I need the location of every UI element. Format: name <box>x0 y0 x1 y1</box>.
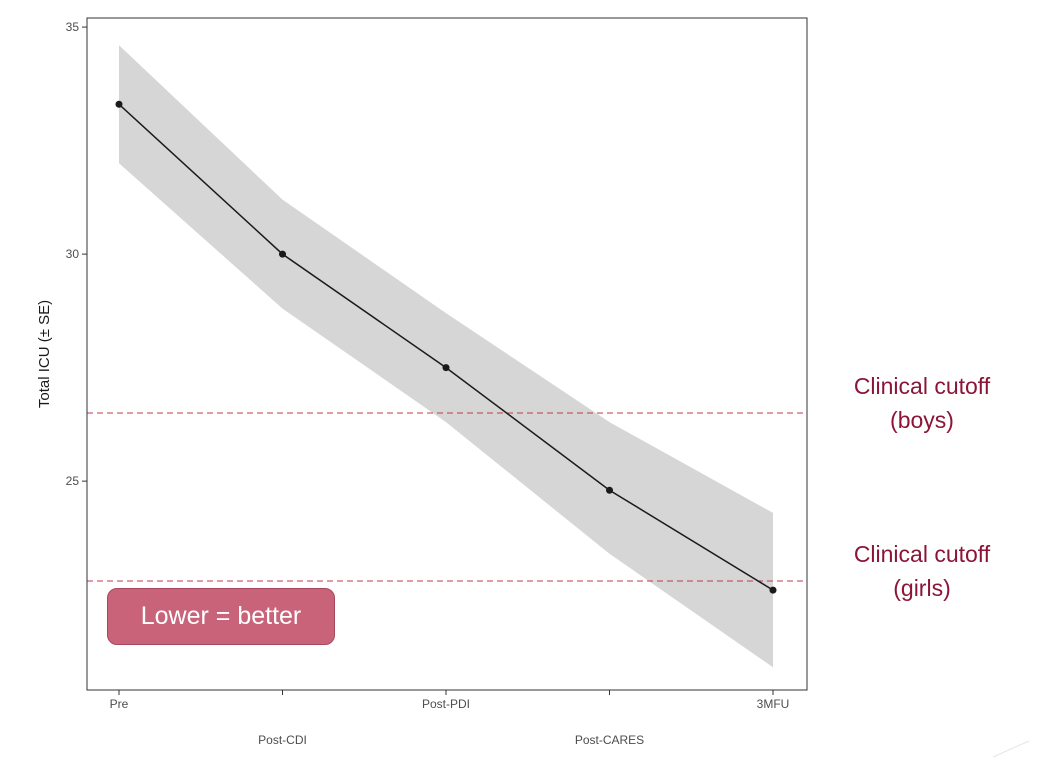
x-tick-label-pre: Pre <box>110 697 129 711</box>
lower-is-better-callout: Lower = better <box>107 588 335 645</box>
cutoff-label-girls-line2: (girls) <box>893 575 951 601</box>
x-tick-label-post-cares: Post-CARES <box>575 733 644 747</box>
plot-panel-border <box>86 17 808 691</box>
data-point-post-pdi <box>442 364 450 372</box>
x-tick-label-post-pdi: Post-PDI <box>422 697 470 711</box>
cutoff-label-boys-line1: Clinical cutoff <box>854 373 991 399</box>
data-point-pre <box>115 100 123 108</box>
y-tick-label-25: 25 <box>66 474 80 488</box>
data-point-post-cares <box>606 486 613 494</box>
x-tick-label-post-cdi: Post-CDI <box>258 733 307 747</box>
se-ribbon <box>119 45 773 668</box>
y-tick-label-30: 30 <box>66 247 80 261</box>
data-point-3mfu <box>769 586 777 594</box>
cutoff-label-boys-line2: (boys) <box>890 407 954 433</box>
y-tick-label-35: 35 <box>66 20 80 34</box>
corner-decoration-icon <box>992 740 1030 758</box>
data-point-post-cdi <box>279 250 286 258</box>
cutoff-label-girls-line1: Clinical cutoff <box>854 541 991 567</box>
x-tick-label-3mfu: 3MFU <box>757 697 790 711</box>
y-axis-title: Total ICU (± SE) <box>36 300 53 408</box>
